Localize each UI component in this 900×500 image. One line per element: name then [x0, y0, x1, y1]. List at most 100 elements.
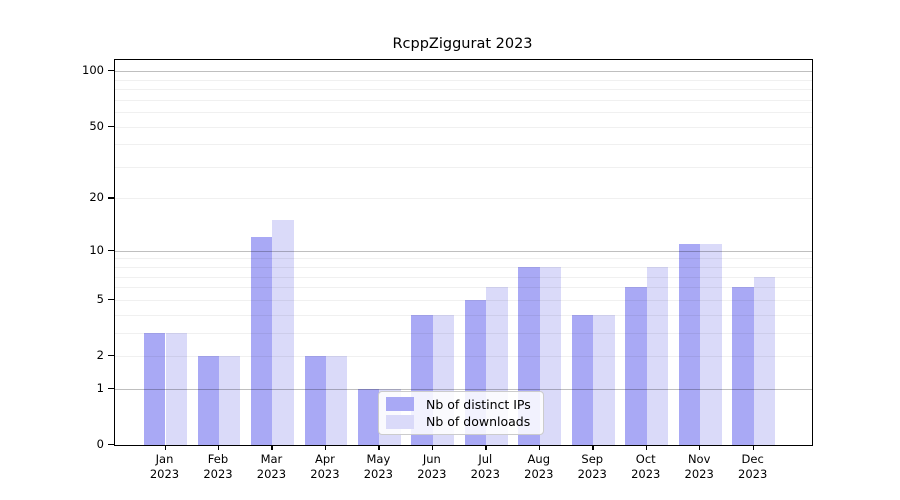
legend-label: Nb of downloads: [426, 414, 531, 430]
x-tick-year: 2023: [149, 467, 180, 481]
x-tick-label: Nov 2023: [667, 452, 731, 482]
x-tick-label: Oct 2023: [614, 452, 678, 482]
y-tick: [107, 70, 114, 72]
x-tick-year: 2023: [577, 467, 607, 481]
bar-downloads-oct: [646, 267, 669, 445]
x-tick: [217, 445, 220, 451]
plot-area: [114, 59, 813, 446]
x-tick-month: Jan: [155, 452, 174, 466]
y-tick: [107, 387, 114, 390]
x-tick-label: Aug 2023: [507, 452, 571, 482]
bar-ips-sep: [571, 314, 594, 445]
x-tick: [699, 445, 701, 451]
legend: Nb of distinct IPs Nb of downloads: [378, 391, 544, 435]
y-tick-label: 10: [89, 242, 104, 257]
bar-ips-apr: [304, 356, 326, 445]
gridline-minor: [115, 112, 812, 114]
x-tick-label: Mar 2023: [239, 452, 303, 482]
gridline-minor: [115, 314, 812, 316]
x-tick-month: Nov: [687, 452, 711, 466]
gridline-major: [115, 71, 812, 73]
legend-label: Nb of distinct IPs: [426, 396, 531, 412]
x-tick-year: 2023: [631, 467, 661, 481]
bar-downloads-sep: [593, 314, 615, 445]
y-tick: [107, 444, 114, 446]
bar-ips-nov: [678, 243, 701, 445]
bar-downloads-dec: [753, 276, 776, 445]
bar-ips-mar: [251, 237, 273, 445]
bar-downloads-feb: [218, 356, 241, 445]
x-tick-month: Mar: [260, 452, 283, 466]
x-tick-year: 2023: [524, 467, 554, 481]
legend-swatch-ips: [386, 397, 414, 412]
x-tick-year: 2023: [684, 467, 714, 481]
x-tick-label: Apr 2023: [293, 452, 357, 482]
x-tick-month: May: [366, 452, 391, 466]
gridline-minor: [115, 287, 812, 289]
bar-ips-may: [357, 388, 380, 445]
gridline-major: [115, 388, 812, 390]
y-tick-label: 20: [89, 190, 104, 205]
bar-downloads-aug: [539, 267, 562, 445]
x-tick-month: Apr: [314, 452, 335, 466]
x-tick-label: Dec 2023: [721, 452, 785, 482]
x-tick-month: Dec: [741, 452, 764, 466]
x-tick-month: Jul: [478, 452, 493, 466]
bar-downloads-jan: [165, 332, 187, 445]
x-tick-month: Jun: [422, 452, 441, 466]
x-tick-month: Feb: [207, 452, 229, 466]
bar-ips-dec: [732, 287, 754, 445]
y-tick-label: 50: [89, 118, 104, 133]
gridline-minor: [115, 276, 812, 278]
x-tick: [378, 445, 380, 451]
x-tick-label: Feb 2023: [186, 452, 250, 482]
x-tick: [431, 445, 434, 451]
x-tick: [752, 445, 754, 451]
x-tick-month: Aug: [527, 452, 551, 466]
y-tick-label: 5: [96, 291, 104, 306]
bar-ips-feb: [197, 356, 219, 445]
y-tick-label: 100: [82, 63, 104, 78]
y-tick-label: 1: [96, 380, 104, 395]
y-tick: [107, 355, 114, 357]
legend-item: Nb of distinct IPs: [386, 397, 535, 412]
x-tick: [485, 445, 487, 451]
chart-title: RcppZiggurat 2023: [392, 36, 533, 52]
x-tick-label: May 2023: [346, 452, 410, 482]
x-tick: [324, 445, 327, 451]
x-tick-label: Sep 2023: [560, 452, 624, 482]
gridline-minor: [115, 99, 812, 101]
bar-ips-jan: [144, 332, 166, 445]
y-tick: [107, 197, 114, 199]
gridline-minor: [115, 332, 812, 334]
x-tick-year: 2023: [738, 467, 768, 481]
y-tick-label: 0: [96, 437, 104, 451]
x-tick-year: 2023: [363, 467, 394, 481]
x-tick-month: Oct: [635, 452, 656, 466]
bar-downloads-nov: [700, 243, 722, 445]
x-tick: [538, 445, 541, 451]
x-tick-month: Sep: [581, 452, 604, 466]
x-tick-year: 2023: [203, 467, 233, 481]
x-tick-label: Jun 2023: [400, 452, 464, 482]
gridline-minor: [115, 126, 812, 128]
gridline-major: [115, 250, 812, 252]
x-tick: [645, 445, 648, 451]
legend-swatch-downloads: [386, 414, 414, 429]
gridline-minor: [115, 144, 812, 146]
x-tick-year: 2023: [310, 467, 340, 481]
x-tick-year: 2023: [470, 467, 500, 481]
gridline-minor: [115, 198, 812, 200]
gridline-minor: [115, 89, 812, 91]
y-tick: [107, 125, 114, 127]
y-tick: [107, 249, 114, 252]
gridline-minor: [115, 267, 812, 269]
gridline-minor: [115, 79, 812, 81]
y-tick: [107, 298, 114, 301]
gridline-minor: [115, 258, 812, 260]
bar-downloads-mar: [272, 220, 294, 445]
gridlines-layer: [115, 60, 812, 445]
x-tick: [164, 445, 166, 451]
gridline-minor: [115, 166, 812, 168]
